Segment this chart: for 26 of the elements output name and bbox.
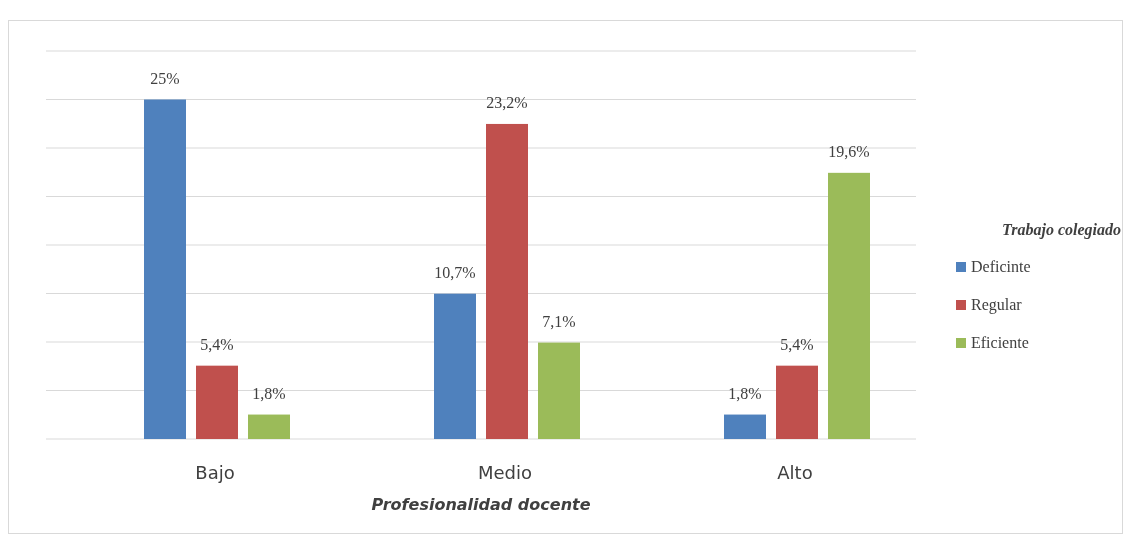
x-tick-label: Alto bbox=[777, 462, 813, 483]
legend-label: Eficiente bbox=[971, 334, 1029, 351]
bar bbox=[776, 365, 818, 439]
bar bbox=[486, 123, 528, 439]
x-tick-label: Bajo bbox=[195, 462, 235, 483]
bar bbox=[196, 365, 238, 439]
bar bbox=[434, 293, 476, 439]
bar bbox=[828, 172, 870, 439]
bar bbox=[248, 414, 290, 439]
data-label: 19,6% bbox=[828, 142, 870, 160]
data-label: 7,1% bbox=[542, 312, 576, 330]
data-label: 25% bbox=[150, 69, 180, 87]
bar bbox=[724, 414, 766, 439]
legend-title: Trabajo colegiado bbox=[1002, 221, 1121, 239]
legend-label: Regular bbox=[971, 296, 1023, 314]
data-label: 1,8% bbox=[728, 384, 762, 402]
x-tick-label: Medio bbox=[477, 462, 533, 483]
data-label: 23,2% bbox=[486, 93, 528, 111]
data-label: 1,8% bbox=[252, 384, 286, 402]
legend-label: Deficinte bbox=[971, 258, 1031, 275]
data-label: 5,4% bbox=[200, 335, 234, 353]
bar bbox=[144, 99, 186, 439]
bar bbox=[538, 342, 580, 439]
data-label: 5,4% bbox=[780, 335, 814, 353]
x-axis-title: Profesionalidad docente bbox=[371, 495, 591, 514]
data-label: 10,7% bbox=[434, 263, 476, 281]
